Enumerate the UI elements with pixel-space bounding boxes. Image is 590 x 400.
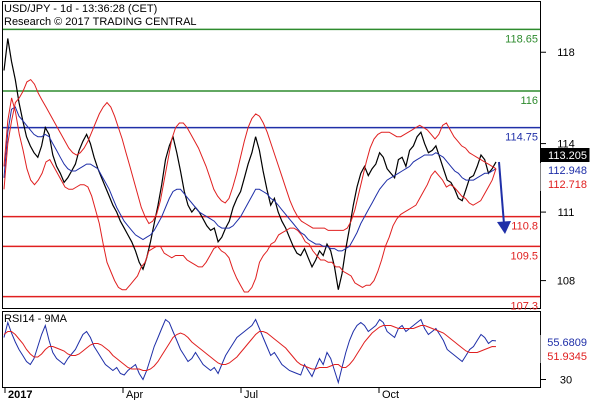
bollinger-upper-line <box>3 78 497 231</box>
value-tags: 113.205 112.948 112.718 55.6809 51.9345 <box>540 148 590 363</box>
rsi-ma-line <box>3 325 497 371</box>
price-panel-frame <box>2 1 541 309</box>
price-value-tag-box-2 <box>540 177 590 191</box>
moving-average-line <box>3 106 497 252</box>
rsi-panel-title: RSI14 - 9MA <box>4 313 68 325</box>
x-tick-label-1: Apr <box>126 389 143 400</box>
x-tick-label-2: Jul <box>244 389 258 400</box>
rsi-tick-label-0: 30 <box>560 375 572 387</box>
x-tick-label-3: Oct <box>382 389 399 400</box>
x-axis: 2017 Apr Jul Oct <box>2 387 541 400</box>
rsi-value-tag-label-1: 51.9345 <box>547 351 587 363</box>
level-label-5: 107.3 <box>510 301 538 313</box>
price-value-tag-box-0 <box>540 148 590 162</box>
price-value-tag-label-0: 113.205 <box>548 150 587 162</box>
y-axis-ticks: 118 114 111 108 30 <box>541 47 575 387</box>
rsi-value-tag-box-0 <box>540 335 590 349</box>
price-tick-label-0: 118 <box>557 47 575 59</box>
chart-title: USD/JPY - 1d - 13:36:28 (CET) <box>4 3 157 15</box>
rsi-line <box>3 318 497 385</box>
price-tick-label-3: 108 <box>557 276 575 288</box>
forecast-arrow-icon <box>497 161 511 234</box>
support-resistance-levels: 118.65 116 114.75 110.8 109.5 107.3 <box>3 28 540 313</box>
level-label-1: 116 <box>520 95 538 107</box>
price-series-group <box>3 38 497 293</box>
x-tick-label-0: 2017 <box>8 389 32 400</box>
rsi-series-group <box>3 318 497 385</box>
level-label-3: 110.8 <box>511 221 538 233</box>
level-label-4: 109.5 <box>510 250 538 262</box>
chart-subtitle: Research © 2017 TRADING CENTRAL <box>4 16 197 28</box>
price-value-tag-box-1 <box>540 163 590 177</box>
price-value-tag-label-2: 112.718 <box>548 179 587 191</box>
rsi-value-tag-box-1 <box>540 349 590 363</box>
price-tick-label-2: 111 <box>558 207 575 219</box>
rsi-panel-frame <box>2 311 541 388</box>
close-price-line <box>3 38 497 290</box>
bollinger-lower-line <box>3 97 497 293</box>
rsi-value-tag-label-0: 55.6809 <box>547 337 587 349</box>
level-label-2: 114.75 <box>505 132 538 144</box>
price-value-tag-label-1: 112.948 <box>548 165 587 177</box>
price-tick-label-1: 114 <box>557 139 575 151</box>
level-label-0: 118.65 <box>505 33 538 45</box>
